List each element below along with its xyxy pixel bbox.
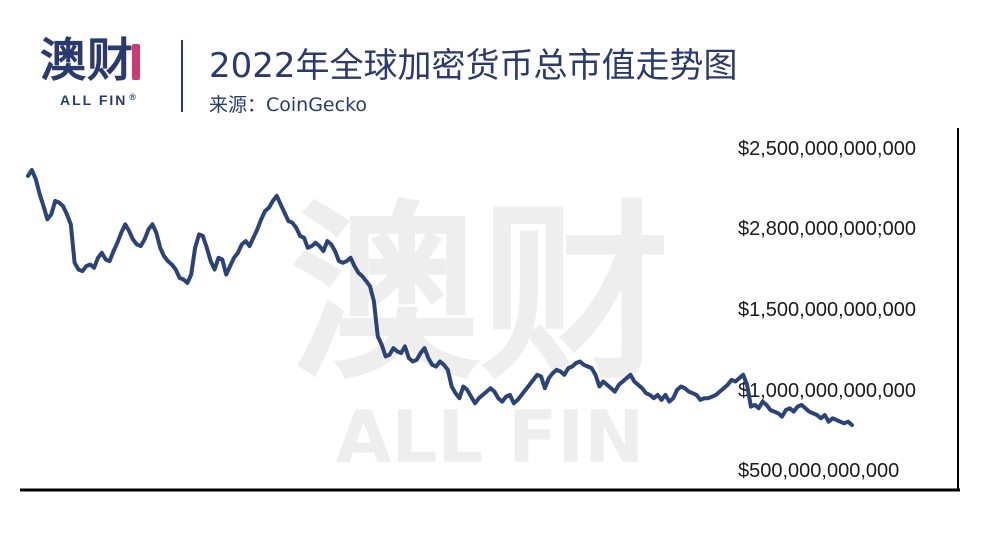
y-tick-label: $1,000,000,000,000 xyxy=(738,380,916,402)
market-cap-line xyxy=(26,168,854,427)
logo-chinese-wordmark: 澳财 xyxy=(40,33,134,87)
y-tick-label: $500,000,000,000 xyxy=(738,460,899,482)
y-tick-label: $1,500,000,000,000 xyxy=(738,299,916,321)
series-layer xyxy=(26,168,854,427)
registered-mark: ® xyxy=(129,92,139,102)
watermark: 澳财 ALL FIN xyxy=(290,184,670,479)
y-tick-labels: $2,500,000,000,000 $2,800,000,000;000 $1,5… xyxy=(738,138,916,482)
chart-header: 澳财 ALL FIN ® 2022年全球加密货币总市值走势图 来源：CoinGec… xyxy=(0,0,981,120)
chart-title: 2022年全球加密货币总市值走势图 xyxy=(209,46,738,86)
allfin-logo: 澳财 ALL FIN ® xyxy=(40,36,160,116)
y-tick-label: $2,800,000,000;000 xyxy=(738,218,916,240)
logo-accent-mark xyxy=(132,44,140,80)
chart-source: 来源：CoinGecko xyxy=(209,94,368,116)
header-divider xyxy=(181,40,183,112)
watermark-english: ALL FIN xyxy=(336,395,645,479)
watermark-chinese: 澳财 xyxy=(290,184,670,405)
logo-english-wordmark: ALL FIN ® xyxy=(60,92,138,108)
logo-english-text: ALL FIN xyxy=(60,92,128,108)
y-tick-label: $2,500,000,000,000 xyxy=(738,138,916,160)
